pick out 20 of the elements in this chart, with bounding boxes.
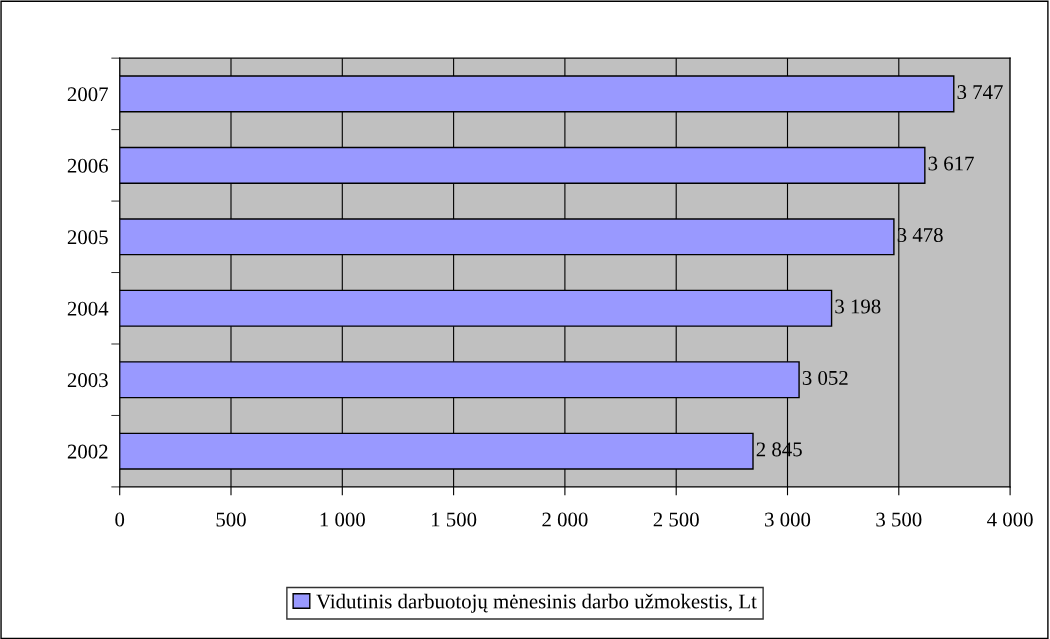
- x-tick-label: 2 500: [653, 512, 699, 527]
- y-tick-label: 2007: [67, 87, 108, 102]
- data-label: 3 747: [957, 85, 1003, 100]
- x-tick-label: 0: [115, 512, 125, 527]
- y-tick-label: 2002: [67, 444, 108, 459]
- x-tick-label: 2 000: [542, 512, 588, 527]
- data-label: 3 198: [835, 299, 881, 314]
- y-tick-label: 2003: [67, 373, 108, 388]
- x-tick-label: 500: [216, 512, 246, 527]
- y-tick-label: 2004: [67, 301, 109, 316]
- y-tick-label: 2005: [67, 230, 108, 245]
- x-tick-label: 4 000: [987, 512, 1033, 527]
- data-label: 3 052: [802, 370, 848, 385]
- x-tick-label: 3 500: [876, 512, 922, 527]
- x-tick-label: 3 000: [765, 512, 811, 527]
- data-label: 3 617: [928, 156, 974, 171]
- y-tick-label: 2006: [67, 158, 108, 173]
- legend-label: Vidutinis darbuotojų mėnesinis darbo užmokestis, Lt: [316, 593, 757, 613]
- x-tick-label: 1 000: [320, 512, 365, 527]
- x-tick-label: 1 500: [432, 512, 477, 527]
